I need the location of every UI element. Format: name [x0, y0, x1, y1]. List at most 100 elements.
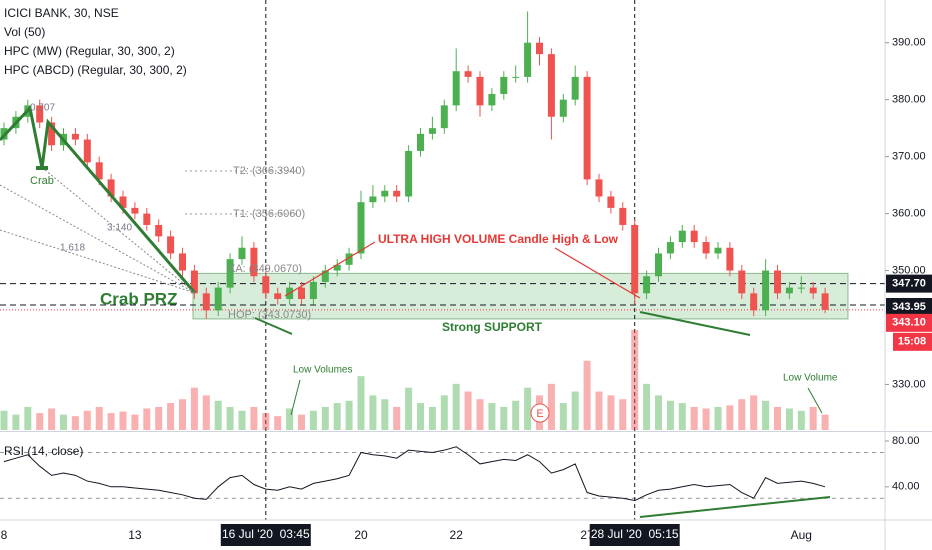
volume-bar — [12, 414, 20, 430]
volume-bar — [179, 399, 186, 430]
candle-body — [36, 105, 44, 123]
candle-body — [785, 287, 793, 294]
candle-body — [488, 93, 496, 106]
volume-bar — [774, 406, 781, 430]
crosshair-label-bg — [220, 524, 311, 546]
volume-bar — [726, 405, 734, 430]
annotation: Low Volumes — [293, 365, 352, 376]
volume-bar — [83, 410, 91, 430]
crosshair-label: 28 Jul '20 05:15 — [591, 527, 679, 541]
volume-bar — [155, 406, 163, 430]
volume-bar — [393, 406, 401, 430]
volume-bar — [750, 395, 758, 430]
volume-bar — [512, 400, 520, 430]
legend-symbol: ICICI BANK, 30, NSE — [4, 6, 119, 20]
candle-body — [131, 207, 139, 214]
volume-bar — [678, 403, 686, 430]
volume-bar — [321, 406, 329, 430]
volume-bar — [60, 414, 67, 430]
arrow — [290, 379, 301, 416]
volume-bar — [655, 395, 662, 430]
volume-bar — [131, 414, 139, 430]
candle-body — [107, 179, 115, 197]
annotation: 3.140 — [107, 223, 132, 234]
y-tick-label: 390.00 — [892, 37, 926, 49]
legend-indicator: Vol (50) — [4, 25, 45, 39]
volume-bar — [452, 383, 460, 430]
fib-line — [0, 184, 196, 294]
fib-line — [44, 169, 196, 294]
candle-body — [262, 276, 270, 294]
volume-bar — [690, 406, 698, 430]
volume-bar — [190, 387, 198, 430]
candle-body — [190, 270, 198, 294]
candle-body — [678, 230, 686, 243]
annotation: HOP: (343.0730) — [228, 309, 311, 321]
candle-body — [655, 253, 662, 277]
price-label: 343.95 — [892, 301, 926, 313]
volume-bar — [428, 406, 436, 430]
pattern-point — [36, 166, 48, 170]
volume-bar — [583, 360, 591, 430]
volume-bar — [559, 403, 567, 430]
candle-body — [83, 139, 91, 163]
candle-body — [762, 270, 770, 311]
earnings-marker[interactable] — [530, 403, 550, 423]
candle-body — [619, 207, 627, 225]
volume-bar — [309, 410, 317, 430]
candle-body — [298, 287, 305, 300]
volume-bar — [381, 399, 389, 430]
candle-body — [155, 224, 163, 237]
price-label-bg — [886, 313, 932, 332]
volume-bar — [286, 408, 294, 430]
candle-body — [119, 196, 127, 208]
candle-body — [524, 42, 532, 77]
x-tick-label: 13 — [128, 528, 142, 542]
candle-body — [476, 76, 484, 106]
arrow — [284, 241, 376, 297]
annotation: ULTRA HIGH VOLUME Candle High & Low — [378, 232, 619, 246]
volume-bar — [0, 410, 8, 430]
volume-bar — [36, 413, 44, 430]
volume-bar — [797, 410, 805, 430]
price-label-bg — [886, 274, 932, 293]
countdown: 15:08 — [898, 336, 926, 348]
volume-bar — [357, 376, 365, 430]
candle-body — [547, 54, 555, 117]
volume-bar — [48, 408, 56, 430]
annotation: T1: (356.6060) — [233, 208, 305, 220]
candle-body — [666, 242, 674, 254]
volume-bar — [143, 408, 151, 430]
candle-body — [643, 276, 651, 294]
candle-body — [417, 133, 424, 151]
annotation: T2: (366.3940) — [233, 165, 305, 177]
volume-bar — [607, 395, 615, 430]
y-tick-label: 360.00 — [892, 207, 926, 219]
time-axis-bg — [0, 520, 932, 550]
candle-body — [452, 71, 460, 106]
volume-bar — [440, 395, 448, 430]
candle-body — [95, 162, 103, 180]
price-label: 343.10 — [892, 317, 926, 329]
annotation: 0.707 — [30, 103, 55, 114]
volume-bar — [738, 399, 746, 430]
candle-body — [571, 76, 579, 100]
crosshair-label-bg — [589, 524, 680, 546]
annotation: Crab PRZ — [100, 289, 177, 308]
candle-body — [71, 133, 79, 140]
legend-indicator: HPC (ABCD) (Regular, 30, 300, 2) — [4, 63, 187, 77]
y-tick-label: 380.00 — [892, 94, 926, 106]
volume-bar — [167, 403, 175, 430]
volume-bar — [714, 406, 722, 430]
volume-bar — [417, 403, 424, 430]
candle-body — [143, 213, 151, 225]
trend-line — [639, 311, 751, 336]
x-tick-label: Aug — [791, 528, 812, 542]
volume-bar — [702, 408, 710, 430]
countdown-bg — [893, 332, 932, 351]
candle-body — [238, 247, 246, 260]
volume-bar — [262, 413, 270, 430]
y-tick-label: 40.00 — [892, 481, 920, 493]
volume-bar — [298, 414, 305, 430]
